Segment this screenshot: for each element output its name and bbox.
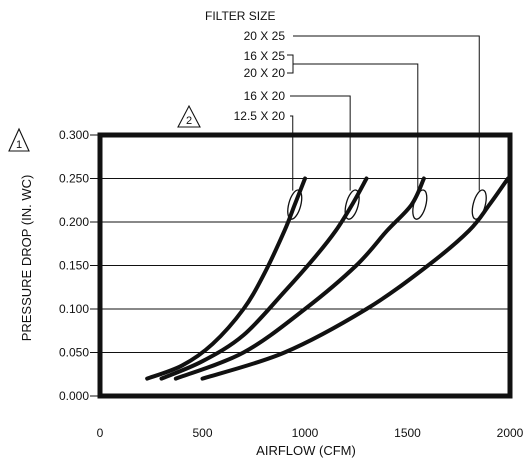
y-tick-label: 0.250	[59, 172, 89, 186]
x-tick-label: 1500	[394, 426, 421, 440]
y-tick-label: 0.150	[59, 259, 89, 273]
legend-label: 20 X 20	[244, 66, 286, 80]
leader-line	[290, 115, 294, 191]
plot-frame	[97, 132, 513, 399]
legend-label: 20 X 25	[244, 29, 286, 43]
legend-bracket	[287, 54, 294, 74]
callout-triangle-1: 1	[8, 127, 30, 152]
series-1-line	[145, 176, 307, 381]
legend-label: 16 X 25	[244, 49, 286, 63]
y-tick-label: 0.050	[59, 346, 89, 360]
triangle-icon	[8, 127, 30, 152]
callout-1-label: 1	[16, 139, 22, 151]
series-2-line	[159, 176, 369, 381]
x-tick-labels: 0 500 1000 1500 2000	[97, 426, 524, 440]
grid-lines	[90, 134, 510, 397]
y-tick-label: 0.300	[59, 128, 89, 142]
x-axis-label: AIRFLOW (CFM)	[256, 443, 356, 458]
filter-marker-4	[471, 189, 487, 220]
x-tick-label: 1000	[292, 426, 319, 440]
series-3-line	[173, 176, 426, 381]
series-layer	[145, 176, 510, 381]
legend-label: 12.5 X 20	[234, 109, 286, 123]
legend-title: FILTER SIZE	[205, 9, 275, 23]
x-tick-label: 0	[97, 426, 104, 440]
filter-marker-1	[287, 189, 303, 220]
y-axis-label: PRESSURE DROP (IN. WC)	[19, 175, 34, 342]
series-4-line	[200, 176, 510, 381]
leader-line	[293, 63, 419, 191]
x-tick-label: 500	[192, 426, 212, 440]
y-tick-labels: 0.000 0.050 0.100 0.150 0.200 0.250 0.300	[59, 128, 89, 403]
leader-line	[290, 95, 351, 191]
filter-marker-3	[412, 189, 428, 220]
legend-label: 16 X 20	[244, 89, 286, 103]
legend-leaders: 20 X 25 16 X 25 20 X 20 16 X 20 12.5 X 20	[234, 29, 480, 191]
y-tick-label: 0.100	[59, 302, 89, 316]
y-tick-label: 0.000	[59, 389, 89, 403]
marker-layer	[287, 189, 487, 220]
y-tick-label: 0.200	[59, 215, 89, 229]
triangle-icon	[177, 104, 201, 128]
x-tick-label: 2000	[497, 426, 524, 440]
leader-line	[293, 35, 480, 191]
filter-marker-2	[344, 189, 360, 220]
callout-triangle-2: 2	[177, 104, 201, 128]
callout-2-label: 2	[186, 115, 192, 127]
